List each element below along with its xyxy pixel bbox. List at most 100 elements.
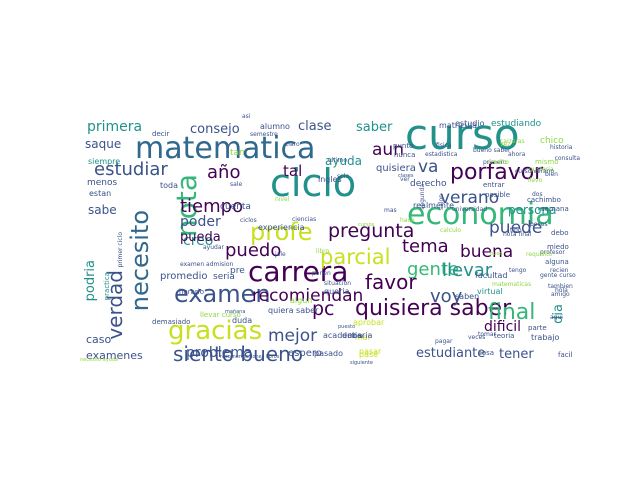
word: posible	[485, 191, 511, 199]
word: estudio	[455, 119, 485, 128]
word: primer ciclo	[117, 232, 124, 268]
word: gente	[407, 259, 460, 280]
word: mañana	[225, 309, 246, 315]
word: voy	[430, 286, 463, 307]
word: llevar	[442, 260, 493, 281]
word: curso verano	[515, 168, 555, 175]
word: bueno saber	[473, 147, 511, 154]
word: alguna	[545, 258, 569, 266]
word: menos	[87, 178, 118, 188]
word: podria	[83, 260, 98, 302]
word: punto	[393, 142, 414, 150]
word: ciclo	[270, 161, 357, 205]
word: demasiado	[152, 318, 191, 326]
word: favor	[365, 270, 417, 294]
word: quiera saber	[268, 306, 319, 315]
word: primera	[87, 119, 143, 135]
word: consejo	[190, 122, 240, 137]
word: dos	[532, 191, 543, 198]
word: matematica	[135, 131, 316, 166]
word: ayudar	[203, 244, 224, 251]
word: practica	[103, 272, 111, 301]
word: examen admision	[180, 261, 234, 268]
word: cuenta	[220, 202, 251, 212]
word: pase	[359, 350, 379, 359]
word: sale	[230, 181, 243, 188]
word: solo	[337, 173, 350, 180]
word: pagar	[435, 338, 453, 345]
word: porfavor	[450, 160, 544, 185]
word: realmente	[413, 201, 455, 210]
word: mismo	[535, 158, 559, 166]
word: recomendaciones libros	[220, 354, 280, 360]
word: puedo	[225, 240, 282, 261]
word: examen	[174, 280, 271, 308]
word: tambien	[548, 283, 573, 290]
word: primero	[483, 159, 507, 166]
word: creo	[183, 233, 214, 249]
word: sabe	[88, 203, 117, 217]
word: carreras	[500, 138, 525, 145]
word: ingles	[318, 175, 342, 184]
word: carrera	[248, 255, 349, 288]
word: libre	[350, 333, 364, 340]
word: llevar curso	[200, 311, 241, 319]
word: llevo	[528, 177, 543, 184]
word: miedo	[547, 243, 569, 251]
word: pueda	[180, 230, 221, 245]
word: ver	[400, 176, 410, 183]
word: salon	[438, 194, 445, 210]
word: aun	[372, 140, 404, 160]
word: pc	[312, 298, 335, 320]
word: mejor	[268, 326, 318, 346]
word: virtual	[477, 287, 503, 296]
word: quisiera saber	[355, 296, 512, 321]
word: saber	[356, 120, 393, 135]
word: poder	[180, 214, 221, 230]
word: tipo	[510, 227, 522, 234]
word: saben	[455, 292, 480, 301]
word: estudiante	[416, 346, 486, 361]
word: semana	[541, 205, 569, 213]
word: facil	[558, 351, 573, 359]
word: problema	[186, 345, 253, 361]
word: tomar	[478, 331, 497, 338]
word: calculo	[440, 227, 462, 234]
word: estan	[89, 189, 112, 198]
word: nunca	[394, 151, 416, 159]
word: examenes	[86, 349, 143, 362]
word: semestre	[250, 131, 278, 138]
word: gente curso	[540, 272, 576, 279]
word: academia	[323, 331, 363, 340]
word: buen	[490, 251, 503, 257]
word: veces	[468, 334, 486, 341]
word: deberia	[342, 331, 373, 340]
word: credito	[488, 159, 509, 166]
word: claro	[285, 141, 300, 148]
word: aprobar	[353, 318, 385, 327]
word: siempre	[88, 157, 121, 166]
word: fisica	[436, 142, 452, 149]
word: derecho	[410, 179, 447, 189]
word: universidad	[452, 206, 488, 213]
word: debo	[551, 229, 569, 237]
word: mas	[384, 207, 397, 214]
word: estudiando	[491, 119, 542, 129]
word: caso	[86, 333, 112, 346]
word: ciencias	[292, 216, 317, 223]
word: ponen	[312, 270, 331, 277]
word: horario	[179, 288, 204, 296]
word: tema	[402, 236, 449, 257]
word: ciclos	[240, 217, 257, 224]
word: parte	[528, 324, 547, 332]
word: cosa	[478, 349, 495, 357]
word: año	[207, 162, 241, 183]
word: siento bueno	[173, 342, 303, 366]
word: duda	[232, 316, 253, 325]
word: estudiar	[94, 159, 168, 180]
word: ayuda	[325, 154, 363, 168]
word: recomiendan	[252, 286, 364, 306]
word: experiencia	[258, 223, 305, 232]
word: nota final	[503, 231, 532, 238]
word: jale	[275, 251, 286, 258]
